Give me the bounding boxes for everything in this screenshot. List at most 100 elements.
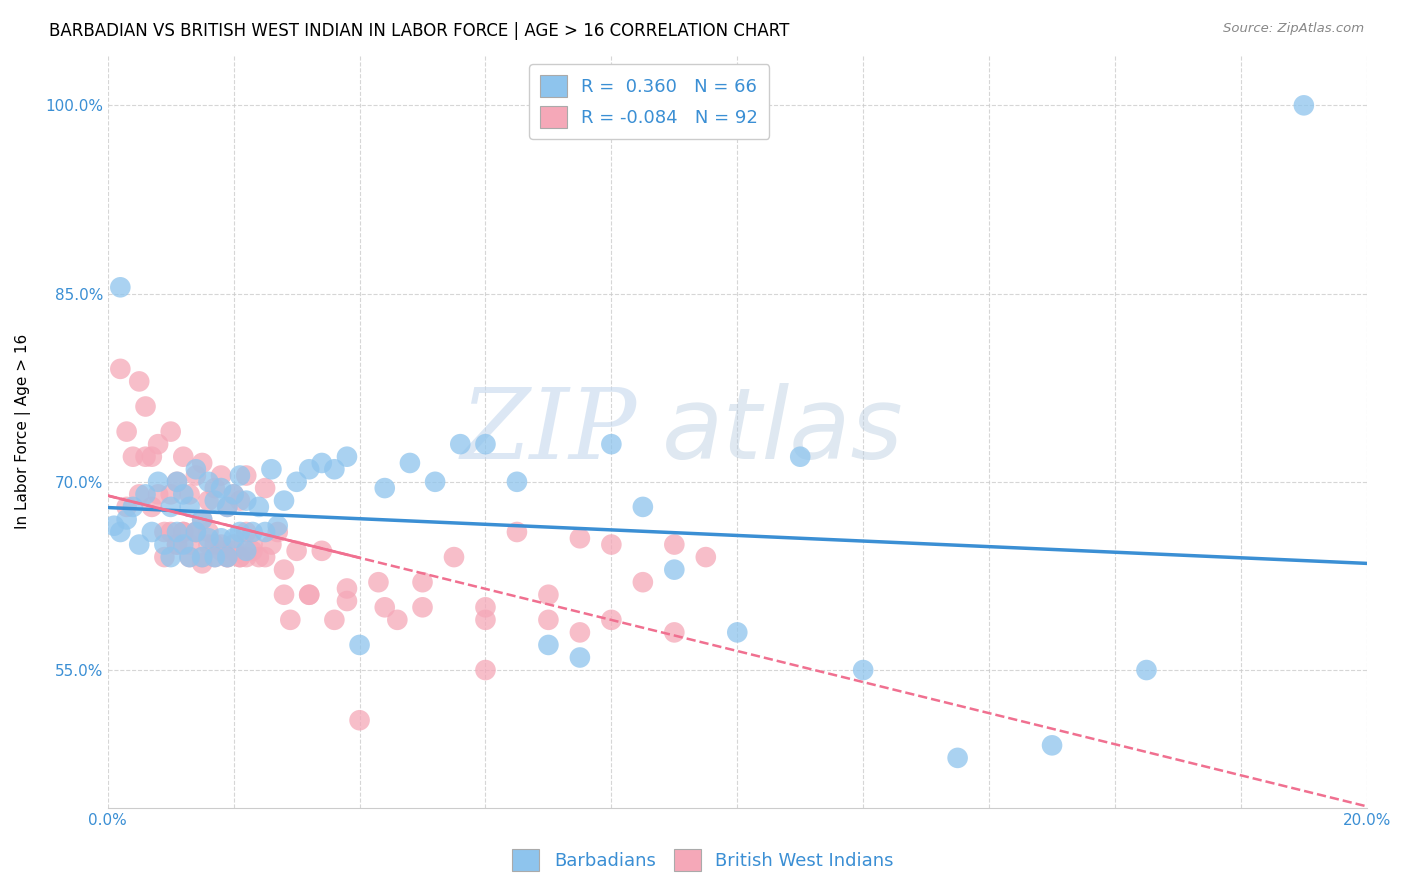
Point — [166, 524, 188, 539]
Point — [217, 500, 239, 514]
Point — [141, 500, 163, 514]
Point — [159, 550, 181, 565]
Point — [235, 544, 257, 558]
Point — [311, 456, 333, 470]
Point — [537, 638, 560, 652]
Point — [311, 544, 333, 558]
Point — [135, 450, 157, 464]
Point — [184, 524, 207, 539]
Point — [128, 537, 150, 551]
Point — [273, 563, 295, 577]
Point — [260, 537, 283, 551]
Point — [179, 537, 201, 551]
Point — [423, 475, 446, 489]
Point — [449, 437, 471, 451]
Point — [474, 613, 496, 627]
Point — [153, 550, 176, 565]
Point — [235, 468, 257, 483]
Point — [1040, 739, 1063, 753]
Point — [235, 493, 257, 508]
Point — [222, 487, 245, 501]
Legend: Barbadians, British West Indians: Barbadians, British West Indians — [505, 842, 901, 879]
Point — [217, 550, 239, 565]
Point — [474, 437, 496, 451]
Point — [179, 487, 201, 501]
Point — [474, 663, 496, 677]
Point — [260, 462, 283, 476]
Point — [128, 375, 150, 389]
Point — [242, 544, 264, 558]
Point — [159, 487, 181, 501]
Point — [412, 600, 434, 615]
Point — [197, 537, 219, 551]
Point — [229, 493, 252, 508]
Point — [506, 475, 529, 489]
Point — [115, 512, 138, 526]
Point — [229, 468, 252, 483]
Point — [179, 550, 201, 565]
Text: Source: ZipAtlas.com: Source: ZipAtlas.com — [1223, 22, 1364, 36]
Point — [229, 550, 252, 565]
Point — [153, 524, 176, 539]
Point — [179, 550, 201, 565]
Point — [725, 625, 748, 640]
Point — [278, 613, 301, 627]
Point — [166, 475, 188, 489]
Point — [273, 588, 295, 602]
Point — [254, 524, 277, 539]
Point — [946, 751, 969, 765]
Point — [285, 475, 308, 489]
Point — [122, 500, 145, 514]
Point — [204, 493, 226, 508]
Point — [412, 575, 434, 590]
Point — [631, 575, 654, 590]
Point — [374, 600, 396, 615]
Point — [204, 481, 226, 495]
Text: ZIP: ZIP — [460, 384, 637, 479]
Point — [789, 450, 811, 464]
Point — [298, 462, 321, 476]
Point — [217, 550, 239, 565]
Point — [568, 531, 591, 545]
Point — [128, 487, 150, 501]
Point — [191, 456, 214, 470]
Point — [254, 481, 277, 495]
Point — [191, 550, 214, 565]
Point — [664, 563, 686, 577]
Point — [184, 462, 207, 476]
Point — [197, 524, 219, 539]
Y-axis label: In Labor Force | Age > 16: In Labor Force | Age > 16 — [15, 334, 31, 529]
Point — [191, 512, 214, 526]
Point — [568, 650, 591, 665]
Point — [247, 500, 270, 514]
Point — [110, 362, 132, 376]
Point — [172, 537, 194, 551]
Point — [209, 544, 232, 558]
Point — [367, 575, 389, 590]
Point — [191, 512, 214, 526]
Point — [103, 518, 125, 533]
Point — [146, 487, 169, 501]
Point — [247, 550, 270, 565]
Point — [323, 613, 346, 627]
Point — [166, 537, 188, 551]
Point — [222, 544, 245, 558]
Point — [159, 500, 181, 514]
Point — [600, 537, 623, 551]
Point — [172, 487, 194, 501]
Point — [349, 638, 371, 652]
Point — [166, 475, 188, 489]
Point — [235, 524, 257, 539]
Point — [267, 524, 290, 539]
Point — [166, 537, 188, 551]
Point — [600, 613, 623, 627]
Point — [336, 450, 359, 464]
Point — [600, 437, 623, 451]
Point — [135, 487, 157, 501]
Point — [209, 537, 232, 551]
Point — [197, 493, 219, 508]
Point — [399, 456, 422, 470]
Point — [267, 518, 290, 533]
Point — [229, 524, 252, 539]
Point — [336, 582, 359, 596]
